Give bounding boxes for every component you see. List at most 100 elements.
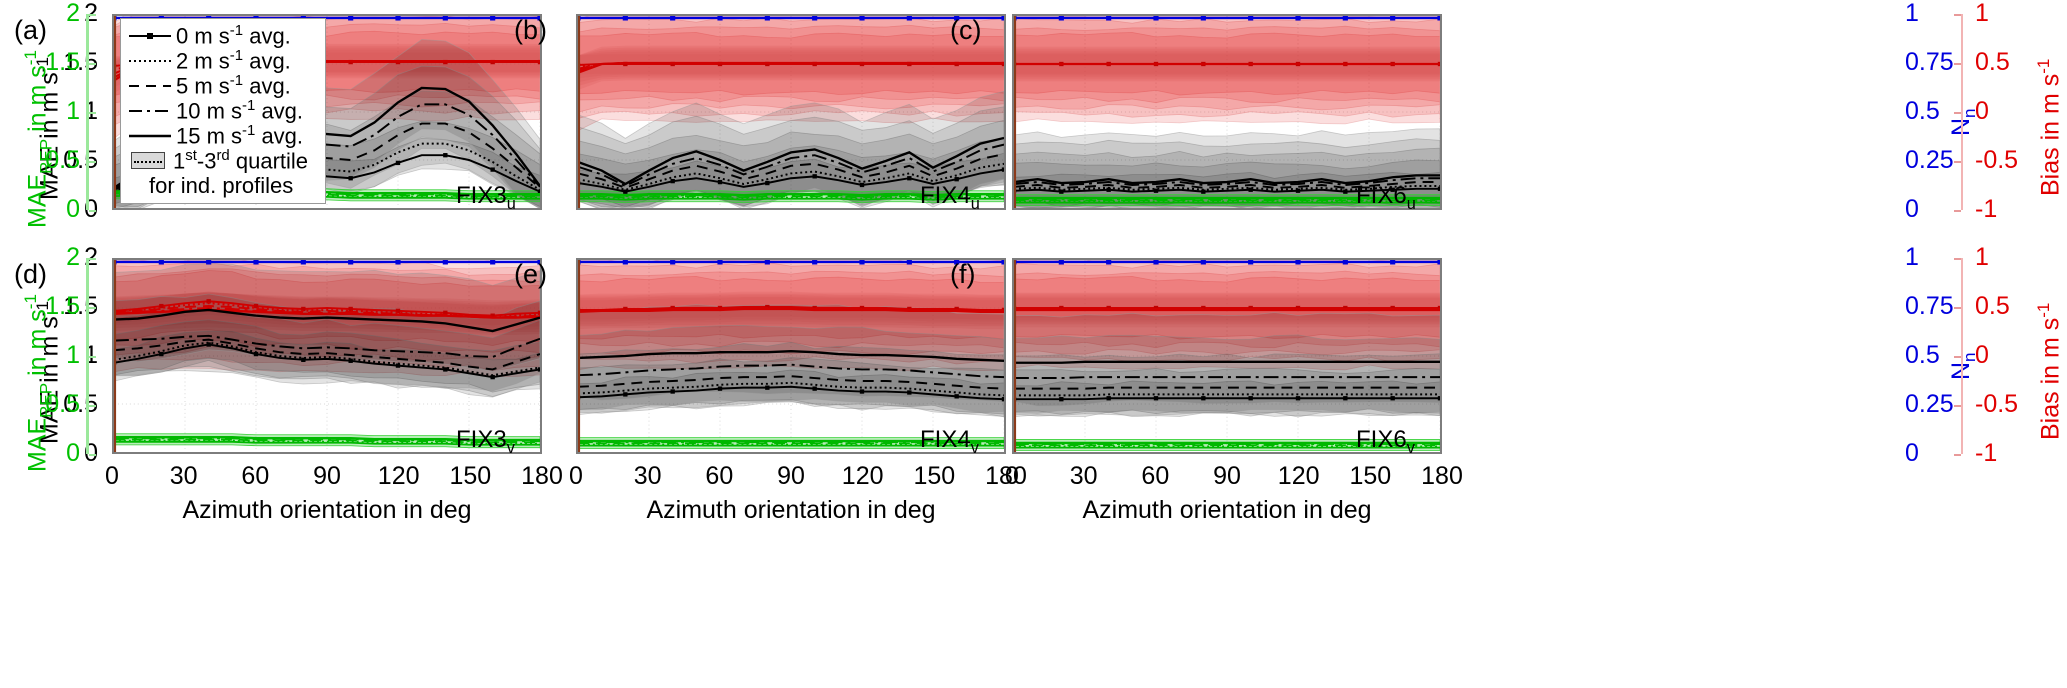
- xtick: 180: [521, 462, 563, 490]
- green-tick-mark: [89, 63, 96, 65]
- legend-item: 10 m s-1 avg.: [127, 98, 317, 123]
- panel-case-label: FIX4u: [920, 182, 980, 213]
- green-tick-mark: [89, 454, 96, 456]
- panel-tag-c: (c): [950, 15, 982, 45]
- panel-tag-d: (d): [14, 259, 47, 289]
- red-tick-mark: [1954, 454, 1961, 456]
- red-tick-mark: [1954, 161, 1961, 163]
- ytick-nn: 0.25: [1905, 146, 1954, 174]
- red-tick-mark: [1954, 307, 1961, 309]
- xtick: 180: [985, 462, 1027, 490]
- green-tick-mark: [89, 405, 96, 407]
- yaxis-title-bias: Bias in m s-1: [2034, 302, 2065, 440]
- ytick-mae-rep: 0.5: [45, 390, 80, 418]
- xtick: 0: [569, 462, 583, 490]
- ytick-mae-rep: 0: [66, 439, 80, 467]
- xtick: 120: [841, 462, 884, 490]
- ytick-mae-rep: 1.5: [45, 292, 80, 320]
- green-tick-mark: [89, 112, 96, 114]
- legend-item-label: 2 m s-1 avg.: [176, 46, 291, 74]
- legend-item-label: 10 m s-1 avg.: [176, 96, 304, 124]
- ytick-mae: 1.5: [63, 48, 98, 76]
- legend-item: 15 m s-1 avg.: [127, 123, 317, 148]
- ytick-bias: 0: [1975, 341, 1989, 369]
- ytick-mae-rep: 2: [66, 0, 80, 27]
- xtick: 60: [705, 462, 734, 490]
- panel-tag-a: (a): [14, 15, 47, 45]
- xaxis-title: Azimuth orientation in deg: [1082, 496, 1372, 524]
- panel-tag-e: (e): [514, 259, 547, 289]
- ytick-bias: -1: [1975, 439, 1998, 467]
- ytick-nn: 0: [1905, 195, 1919, 223]
- green-tick-mark: [89, 210, 96, 212]
- ytick-bias: 1: [1975, 243, 1989, 271]
- green-tick-mark: [89, 14, 96, 16]
- ytick-nn: 0: [1905, 439, 1919, 467]
- xtick: 150: [913, 462, 956, 490]
- legend-item-label: 5 m s-1 avg.: [176, 71, 291, 99]
- ytick-bias: 1: [1975, 0, 1989, 27]
- legend-item: 2 m s-1 avg.: [127, 48, 317, 73]
- plot-panel-f: [1012, 258, 1442, 454]
- ytick-mae-rep: 0.5: [45, 146, 80, 174]
- ytick-bias: 0.5: [1975, 292, 2010, 320]
- red-tick-mark: [1954, 14, 1961, 16]
- legend-item-quartile-line2: for ind. profiles: [127, 173, 317, 198]
- red-tick-mark: [1954, 258, 1961, 260]
- legend-line-sample: [127, 29, 173, 43]
- plot-panel-c: [1012, 14, 1442, 210]
- legend-item: 0 m s-1 avg.: [127, 23, 317, 48]
- legend-quartile-label-2: for ind. profiles: [149, 172, 294, 198]
- green-tick-mark: [89, 356, 96, 358]
- red-axis-line: [1961, 14, 1963, 210]
- xtick: 0: [1005, 462, 1019, 490]
- ytick-nn: 0.25: [1905, 390, 1954, 418]
- legend-line-sample: [127, 129, 173, 143]
- red-tick-mark: [1954, 63, 1961, 65]
- red-axis-line: [1961, 258, 1963, 454]
- green-axis-line: [86, 14, 89, 210]
- ytick-nn: 0.75: [1905, 292, 1954, 320]
- legend-item-label: 15 m s-1 avg.: [176, 121, 304, 149]
- xtick: 120: [1277, 462, 1320, 490]
- xaxis-title: Azimuth orientation in deg: [646, 496, 936, 524]
- xtick: 90: [313, 462, 341, 490]
- xtick: 90: [1213, 462, 1241, 490]
- ytick-nn: 1: [1905, 0, 1919, 27]
- legend-item-label: 0 m s-1 avg.: [176, 21, 291, 49]
- xtick: 150: [449, 462, 492, 490]
- legend: 0 m s-1 avg. 2 m s-1 avg. 5 m s-1 avg. 10 m…: [120, 18, 326, 204]
- ytick-mae-rep: 2: [66, 243, 80, 271]
- legend-item-quartile: 1st-3rd quartile: [127, 148, 317, 173]
- ytick-mae-rep: 1.5: [45, 48, 80, 76]
- xtick: 30: [633, 462, 662, 490]
- legend-quartile-label: 1st-3rd quartile: [173, 146, 309, 174]
- ytick-nn: 0.5: [1905, 341, 1940, 369]
- green-tick-mark: [89, 258, 96, 260]
- ytick-nn: 1: [1905, 243, 1919, 271]
- ytick-bias: -0.5: [1975, 390, 2019, 418]
- plot-panel-e: [576, 258, 1006, 454]
- yaxis-title-mae-rep: MAEREP in m s-1: [21, 294, 56, 472]
- panel-case-label: FIX4v: [920, 426, 979, 457]
- yaxis-title-bias: Bias in m s-1: [2034, 58, 2065, 196]
- panel-case-label: FIX6u: [1356, 182, 1416, 213]
- legend-line-sample: [127, 54, 173, 68]
- panel-case-label: FIX3u: [456, 182, 516, 213]
- panel-case-label: FIX6v: [1356, 426, 1415, 457]
- ytick-mae-rep: 1: [66, 341, 80, 369]
- xtick: 90: [777, 462, 805, 490]
- plot-panel-b: [576, 14, 1006, 210]
- yaxis-title-mae-rep: MAEREP in m s-1: [21, 50, 56, 228]
- green-axis-line: [86, 258, 89, 454]
- red-tick-mark: [1954, 356, 1961, 358]
- panel-tag-f: (f): [950, 259, 976, 289]
- plot-panel-d: [112, 258, 542, 454]
- xtick: 0: [105, 462, 119, 490]
- ytick-bias: 0: [1975, 97, 1989, 125]
- xtick: 60: [241, 462, 270, 490]
- red-tick-mark: [1954, 210, 1961, 212]
- xtick: 30: [169, 462, 198, 490]
- panel-case-label: FIX3v: [456, 426, 515, 457]
